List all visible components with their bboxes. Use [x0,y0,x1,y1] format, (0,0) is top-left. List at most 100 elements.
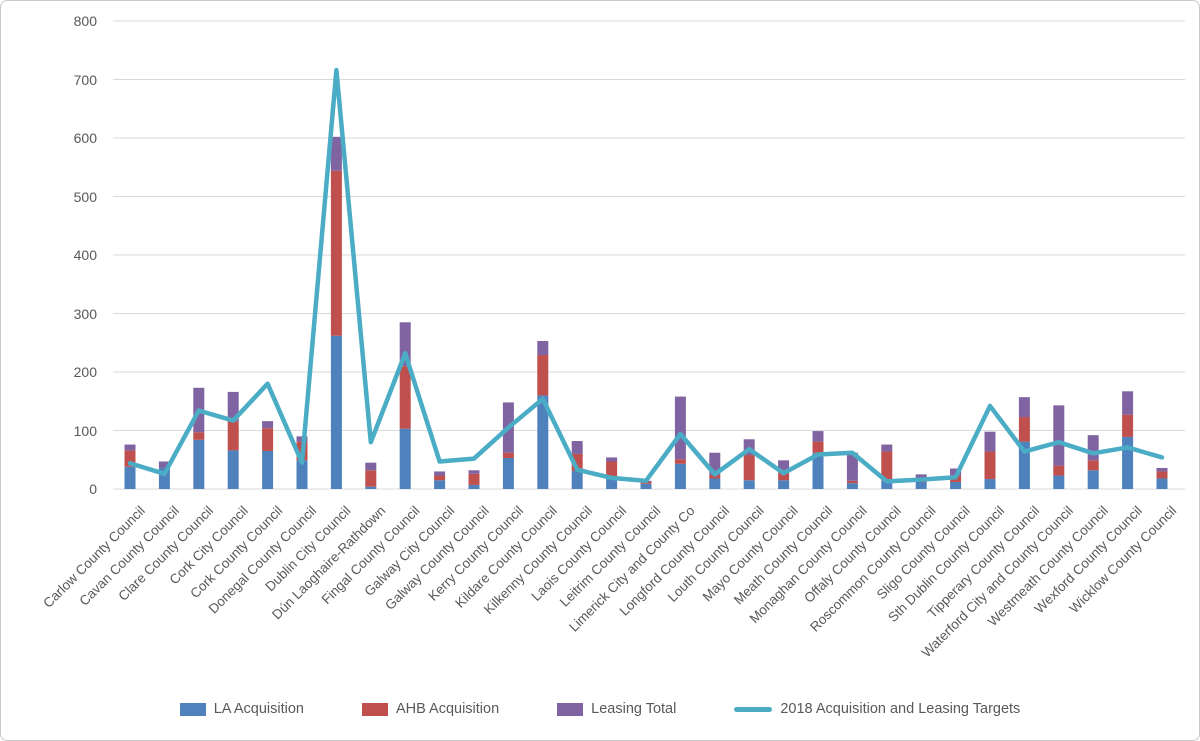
y-tick-label: 0 [89,481,97,497]
bar-segment [1053,475,1065,489]
y-tick-label: 100 [73,422,97,439]
bar-segment [984,479,996,489]
bar-segment [1018,397,1030,418]
bar-segment [674,459,686,464]
bar-segment [606,477,618,489]
y-tick-label: 600 [73,130,97,146]
bar-segment [502,457,514,489]
legend-label: AHB Acquisition [395,701,500,717]
bar-segment [778,480,790,489]
bar-segment [984,451,996,480]
legend-item: Leasing Total [557,701,676,717]
bar-segment [365,470,377,487]
bar-segment [571,453,583,471]
legend-item: LA Acquisition [179,701,304,717]
bar-segment [984,431,996,452]
y-tick-label: 200 [73,364,97,380]
legend-label: LA Acquisition [213,701,304,717]
bar-segment [950,481,962,489]
bar-segment [124,450,136,467]
bar-segment [193,439,205,489]
bar-segment [124,466,136,489]
bar-segment [674,396,686,460]
bar-segment [468,473,480,485]
bar-segment [1156,467,1168,472]
bar-segment [262,450,274,489]
bar-segment [846,483,858,489]
bar-segment [365,486,377,489]
bar-segment [640,483,652,489]
y-tick-label: 800 [73,13,97,29]
bar-segment [674,463,686,489]
bar-segment [537,355,549,396]
legend-color-swatch [361,702,388,716]
legend-item: 2018 Acquisition and Leasing Targets [734,701,1020,717]
bar-segment [1156,471,1168,479]
bar-segment [537,395,549,489]
bar-segment [193,432,205,440]
bar-segment [502,452,514,458]
bar-segment [227,450,239,489]
bar-segment [296,460,308,489]
bar-segment [330,136,342,171]
bar-segment [227,421,239,451]
bar-segment [330,170,342,336]
bar-segment [1018,441,1030,489]
bar-segment [709,452,721,475]
bar-segment [468,470,480,474]
bar-segment [606,461,618,478]
bar-segment [881,444,893,452]
bar-segment [227,391,239,422]
bar-segment [1122,414,1134,437]
bar-segment [846,452,858,481]
bar-segment [158,467,170,489]
bar-segment [365,462,377,471]
bar-segment [950,468,962,476]
bar-segment [881,451,893,481]
bar-segment [1018,417,1030,442]
bar-segment [1087,470,1099,489]
bar-segment [571,441,583,454]
legend-label: Leasing Total [591,701,677,717]
legend-line-swatch [734,706,773,712]
bar-segment [743,480,755,489]
bar-segment [537,340,549,356]
bar-segment [262,428,274,451]
target-line [127,67,1165,484]
bar-segment [262,421,274,429]
bar-segment [812,441,824,453]
bar-segment [468,484,480,489]
bar-segment [399,322,411,367]
bar-segment [1053,405,1065,466]
bar-segment [1087,435,1099,461]
bar-segment [434,471,446,476]
y-tick-label: 300 [73,305,97,322]
bar-segment [846,480,858,484]
bar-segment [434,480,446,489]
bar-segment [915,481,927,489]
bar-segment [881,480,893,489]
y-tick-label: 500 [73,188,97,205]
bar-segment [158,461,170,468]
legend-color-swatch [179,702,206,716]
bar-segment [1122,391,1134,415]
legend-color-swatch [557,702,584,716]
bar-segment [1156,478,1168,489]
bar-segment [606,457,618,462]
bar-segment [330,335,342,489]
legend-label: 2018 Acquisition and Leasing Targets [780,701,1021,717]
bar-segment [1122,436,1134,489]
bar-segment [709,478,721,489]
bar-segment [571,470,583,489]
bar-segment [812,452,824,489]
legend-item: AHB Acquisition [361,701,500,717]
bar-segment [915,474,927,478]
bar-segment [434,475,446,481]
bar-segment [1053,465,1065,476]
bar-segment [124,444,136,451]
bar-segment [1087,460,1099,471]
bar-segment [399,366,411,429]
y-tick-label: 400 [73,247,97,263]
